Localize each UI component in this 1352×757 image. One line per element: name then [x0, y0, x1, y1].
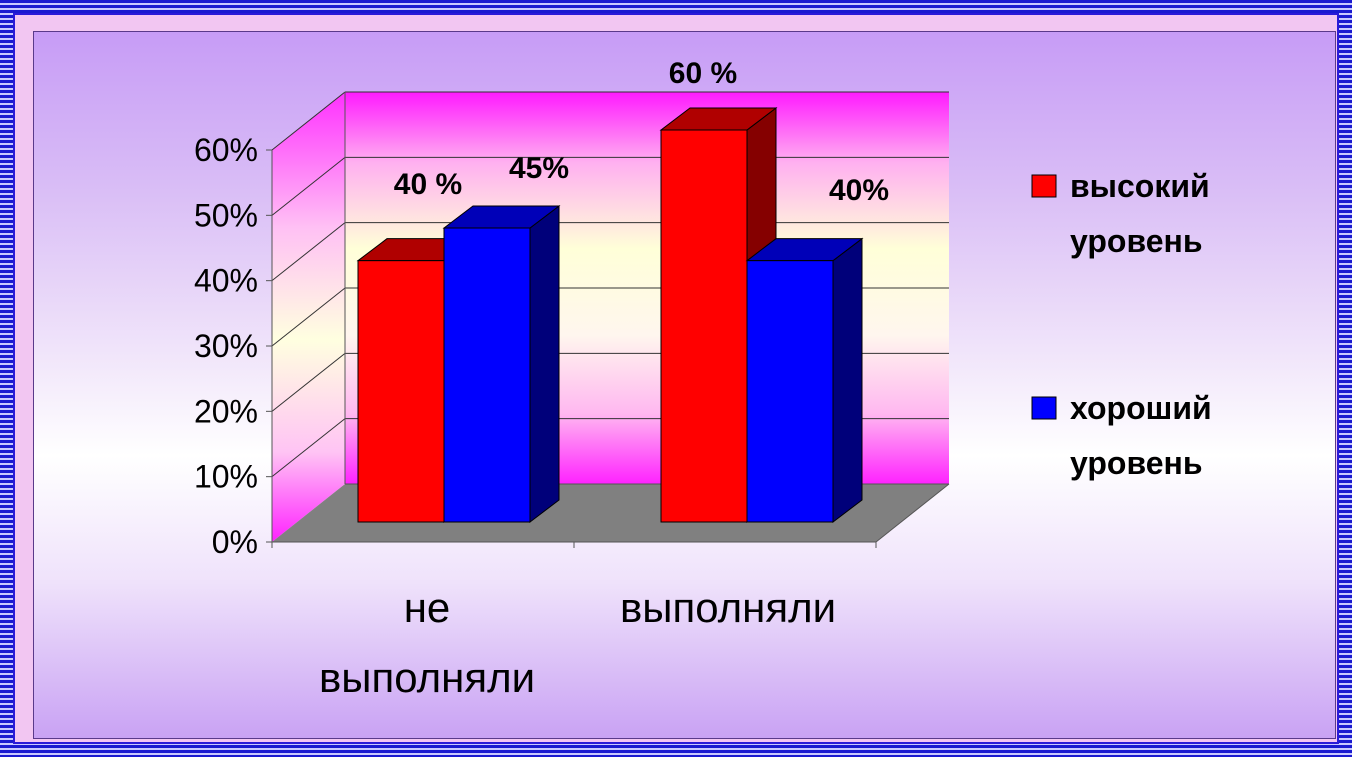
y-tick-label: 50% [194, 197, 258, 233]
legend-swatch [1031, 396, 1057, 420]
data-label: 45% [509, 152, 569, 185]
data-labels: 40 % 60 % 45% 40% [394, 57, 889, 207]
data-label: 60 % [669, 57, 737, 90]
gridline-side [271, 287, 346, 347]
floor-right-edge [875, 483, 950, 543]
gridline-side [271, 418, 346, 478]
bar-front [357, 260, 445, 523]
y-tick-label: 60% [194, 132, 258, 168]
y-tick-label: 20% [194, 393, 258, 429]
y-tick-label: 40% [194, 263, 258, 299]
y-tick-label: 0% [212, 524, 258, 560]
legend-label: уровень [1070, 445, 1203, 481]
gridline-side [271, 222, 346, 282]
legend-label: уровень [1070, 223, 1203, 259]
bar [442, 204, 561, 524]
legend-label: хороший [1070, 390, 1212, 426]
bar-front [746, 260, 834, 523]
data-label: 40% [829, 174, 889, 207]
bar-side [529, 204, 560, 524]
legend-swatch [1031, 174, 1057, 198]
y-tick-label: 10% [194, 459, 258, 495]
bar-front [660, 129, 748, 523]
x-category-labels: не выполняли выполняли [319, 584, 836, 701]
data-label: 40 % [394, 168, 462, 201]
x-category-label: выполняли [620, 584, 836, 631]
gridline-side [271, 352, 346, 412]
y-tick-labels: 0% 10% 20% 30% 40% 50% 60% [194, 132, 258, 560]
bar [745, 237, 864, 524]
x-category-label: не [404, 584, 451, 631]
y-tick-label: 30% [194, 328, 258, 364]
gridline-side [271, 156, 346, 216]
x-category-label: выполняли [319, 654, 535, 701]
bar-side [832, 237, 863, 524]
legend-label: высокий [1070, 168, 1210, 204]
legend: высокий уровень хороший уровень [1031, 168, 1212, 481]
bar-front [443, 227, 531, 523]
gridline-side [271, 91, 346, 151]
bars [356, 106, 864, 524]
